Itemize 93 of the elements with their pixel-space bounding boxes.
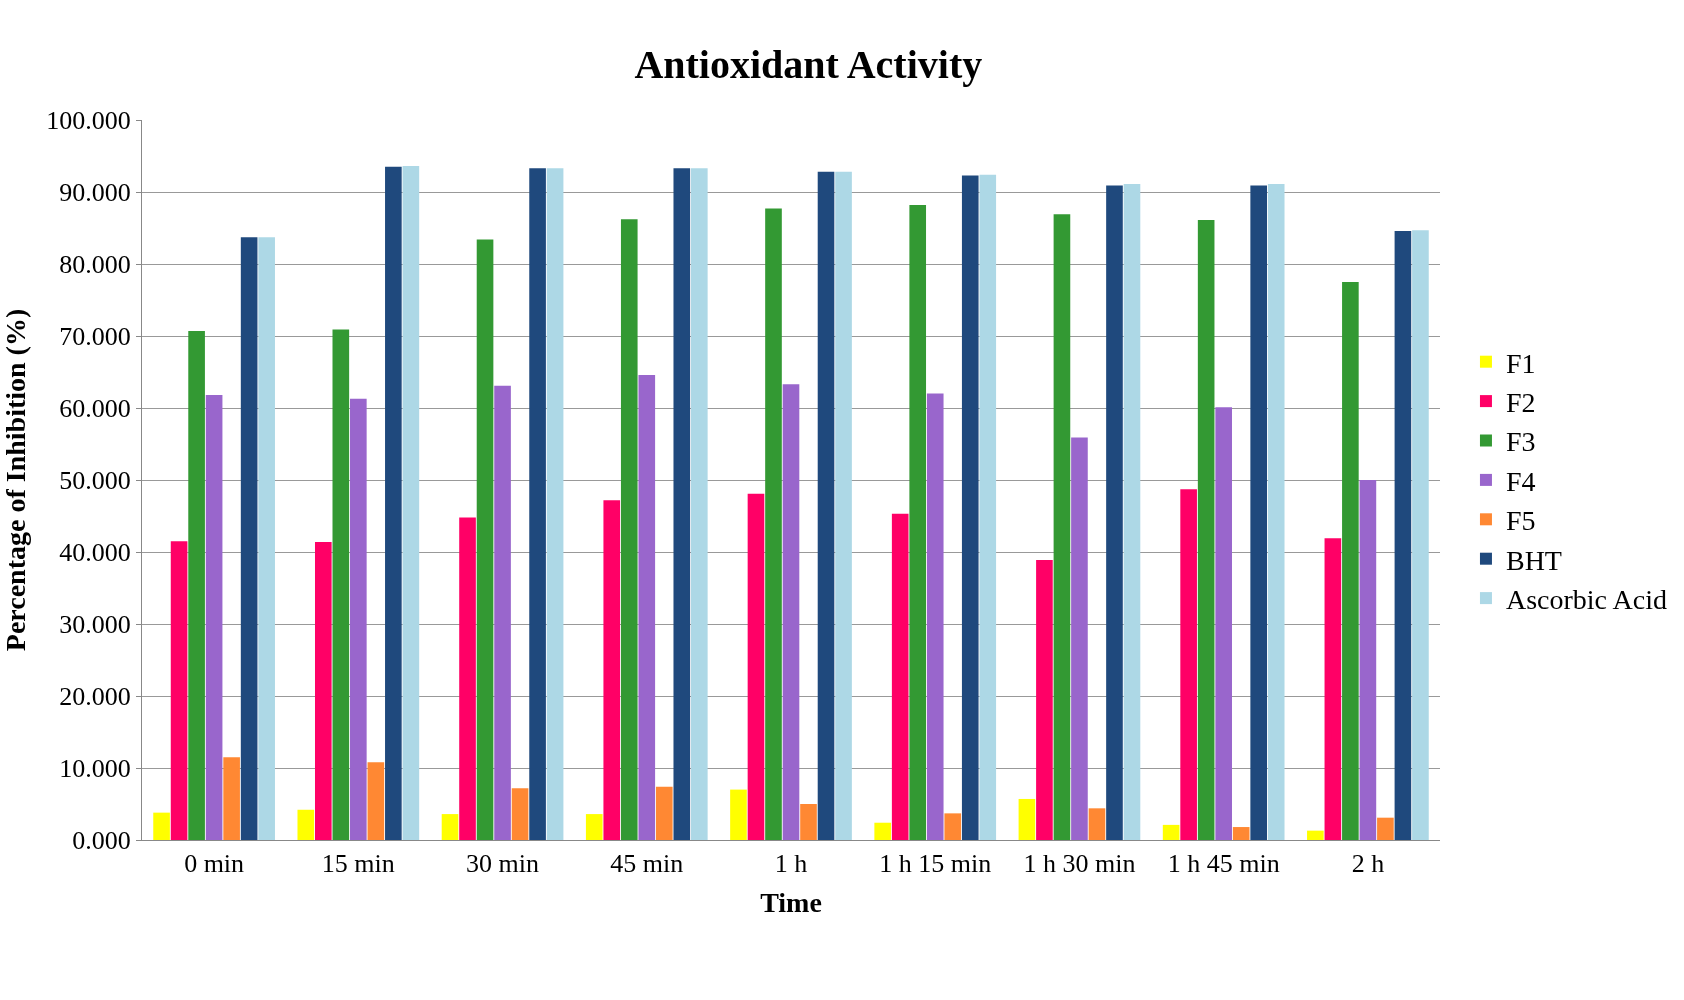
bar — [655, 786, 673, 840]
bar — [926, 393, 944, 840]
bar — [1394, 230, 1412, 840]
y-tick-label: 100.000 — [46, 106, 131, 136]
bar — [205, 395, 223, 840]
bar — [170, 541, 188, 840]
bar — [782, 384, 800, 840]
bar — [1123, 184, 1141, 840]
bar — [1088, 808, 1106, 840]
legend-label: F5 — [1505, 505, 1536, 537]
y-tick-label: 90.000 — [59, 178, 131, 208]
chart-title: Antioxidant Activity — [634, 42, 983, 87]
bar — [800, 804, 817, 840]
y-tick-label: 80.000 — [59, 250, 131, 280]
bar — [1307, 830, 1324, 840]
bar — [1180, 489, 1197, 840]
bar — [1197, 220, 1215, 840]
bar — [585, 814, 603, 840]
y-tick-label: 70.000 — [59, 322, 131, 352]
bar — [638, 374, 656, 840]
x-tick-label: 2 h — [1351, 849, 1385, 879]
bar — [944, 813, 962, 840]
legend-label: F3 — [1505, 426, 1536, 458]
bar — [314, 541, 332, 840]
bar — [603, 500, 621, 840]
bar — [730, 789, 747, 840]
bar — [1036, 559, 1053, 840]
bar — [1071, 437, 1088, 840]
x-tick-label: 45 min — [610, 849, 684, 879]
bar — [765, 208, 782, 840]
bar — [1106, 185, 1123, 840]
bar — [673, 168, 691, 840]
bar — [350, 398, 367, 840]
bar — [402, 166, 420, 840]
x-tick-label: 0 min — [184, 849, 245, 879]
y-tick-label: 0.000 — [72, 826, 131, 856]
legend-label: F2 — [1505, 387, 1536, 419]
bar — [367, 762, 385, 840]
bar — [874, 822, 891, 840]
x-tick-label: 30 min — [466, 849, 540, 879]
bar — [240, 237, 258, 840]
y-tick-label: 60.000 — [59, 394, 131, 424]
bar — [546, 168, 564, 840]
bar — [1250, 185, 1268, 840]
bar — [1342, 282, 1359, 840]
bar — [1412, 230, 1429, 840]
bar — [476, 239, 494, 840]
bar — [441, 814, 459, 840]
bar — [747, 493, 765, 840]
bar — [511, 788, 529, 840]
bar — [1324, 538, 1342, 840]
y-tick-label: 30.000 — [59, 610, 131, 640]
y-axis-title: Percentage of Inhibition (%) — [0, 308, 31, 652]
y-tick-label: 50.000 — [59, 466, 131, 496]
bar — [979, 174, 997, 840]
y-tick-label: 20.000 — [59, 682, 131, 712]
bar — [529, 168, 546, 840]
y-tick-label: 10.000 — [59, 754, 131, 784]
bar — [153, 812, 170, 840]
bar — [297, 809, 315, 840]
bar — [1215, 407, 1232, 840]
legend-label: BHT — [1505, 544, 1562, 576]
legend-label: F1 — [1505, 347, 1536, 379]
x-tick-label: 1 h 30 min — [1023, 849, 1136, 879]
bar — [188, 330, 205, 840]
bar — [1267, 184, 1285, 840]
x-tick-label: 15 min — [321, 849, 395, 879]
bar — [835, 171, 852, 840]
bar — [620, 219, 638, 840]
x-tick-label: 1 h 15 min — [879, 849, 992, 879]
bar — [1359, 480, 1377, 840]
legend-label: F4 — [1505, 465, 1536, 497]
bar — [459, 517, 476, 840]
bar — [385, 166, 402, 840]
legend-label: Ascorbic Acid — [1505, 584, 1667, 616]
bar — [1232, 827, 1250, 840]
bar — [817, 171, 835, 840]
bar — [223, 757, 240, 840]
x-tick-label: 1 h 45 min — [1167, 849, 1280, 879]
bar — [891, 513, 909, 840]
x-tick-label: 1 h — [774, 849, 808, 879]
y-tick-label: 40.000 — [59, 538, 131, 568]
bar — [691, 168, 708, 840]
bar — [332, 329, 350, 840]
bar — [1018, 798, 1036, 840]
bar — [494, 385, 511, 840]
bar — [1053, 214, 1071, 840]
bar — [1162, 824, 1180, 840]
bar — [258, 237, 275, 840]
bar — [961, 175, 979, 840]
bar — [1377, 817, 1394, 840]
bar — [909, 204, 927, 840]
x-axis-title: Time — [760, 887, 822, 919]
